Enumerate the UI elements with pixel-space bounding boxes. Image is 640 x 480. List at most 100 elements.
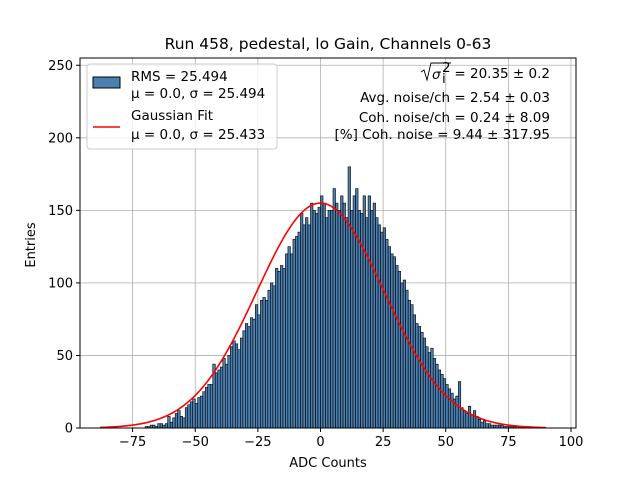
histogram-bar [197, 397, 201, 429]
histogram-bar [267, 289, 271, 429]
histogram-bar [292, 239, 296, 429]
histogram-bar [169, 421, 173, 429]
histogram-bar [317, 207, 321, 429]
histogram-bar [392, 256, 396, 429]
sqrt-sigma-value: = 20.35 ± 0.2 [454, 66, 550, 82]
legend-histogram-label: RMS = 25.494 [131, 69, 228, 85]
histogram-bar [310, 202, 314, 429]
histogram-bar [285, 253, 289, 429]
histogram-bar [375, 217, 379, 429]
histogram-bar [327, 210, 331, 429]
histogram-bar [332, 188, 336, 429]
y-tick-label: 250 [48, 59, 73, 74]
x-tick-label: 75 [500, 435, 517, 450]
histogram-bar [322, 202, 326, 429]
histogram-bar [367, 195, 371, 429]
histogram-bar [167, 416, 171, 429]
histogram-bar [427, 352, 432, 429]
histogram-bar [307, 224, 311, 429]
histogram-bar [382, 227, 386, 429]
histogram-bar [172, 417, 176, 429]
legend: RMS = 25.494 μ = 0.0, σ = 25.494 Gaussia… [86, 63, 278, 150]
coh-noise-percent-annotation: [%] Coh. noise = 9.44 ± 317.95 [335, 127, 550, 143]
histogram-bar [159, 423, 163, 429]
legend-fit-label: Gaussian Fit [131, 108, 213, 124]
histogram-bar [347, 166, 351, 429]
histogram-bar [272, 285, 276, 429]
histogram-bar [177, 410, 181, 429]
histogram-bar [472, 410, 477, 429]
histogram-bar [397, 270, 401, 429]
histogram-bar [412, 314, 416, 429]
histogram-bar [297, 231, 301, 429]
histogram-bar [457, 381, 462, 429]
histogram-bar [483, 420, 487, 429]
histogram-bar [214, 372, 219, 429]
histogram-bar [478, 418, 482, 429]
histogram-bar [460, 407, 464, 429]
histogram-bar [240, 337, 244, 429]
histogram-bar [242, 330, 246, 429]
histogram-bar [235, 343, 239, 429]
histogram-bar [280, 265, 284, 429]
histogram-bar [255, 304, 259, 429]
histogram-bar [385, 239, 389, 429]
histogram-bar [194, 403, 199, 429]
x-tick-label: −75 [119, 435, 146, 450]
histogram-bar [187, 404, 191, 429]
noise-annotations: σ 2 i = 20.35 ± 0.2 Avg. noise/ch = 2.54… [335, 60, 550, 143]
histogram-bar [300, 212, 304, 429]
histogram-bar [182, 417, 186, 429]
histogram-bar [265, 300, 269, 429]
histogram-bar [465, 413, 469, 429]
histogram-bar [192, 398, 196, 429]
histogram-bar [237, 349, 241, 429]
histogram-bar [290, 253, 294, 429]
histogram-bar [230, 346, 234, 429]
y-axis-label: Entries [24, 222, 39, 268]
histogram-bar [470, 414, 474, 429]
sigma-subscript: i [442, 71, 446, 87]
histogram-bar [432, 358, 437, 429]
histogram-bar [405, 289, 409, 429]
histogram-bar [415, 323, 419, 429]
y-tick-label: 200 [48, 131, 73, 146]
histogram-bar [437, 369, 442, 429]
histogram-bar [275, 268, 279, 429]
histogram-bar [315, 212, 319, 429]
histogram-bar [179, 416, 184, 429]
gaussian-fit-line [100, 202, 546, 429]
histogram-bar [337, 210, 341, 429]
chart-title: Run 458, pedestal, lo Gain, Channels 0-6… [165, 35, 492, 53]
sigma-symbol: σ [432, 67, 441, 83]
x-tick-label: 100 [559, 435, 584, 450]
histogram-bar [202, 391, 206, 429]
histogram-bar [207, 384, 211, 429]
x-tick-label: 0 [316, 435, 324, 450]
histogram-bar [219, 366, 224, 429]
histogram-bar [252, 318, 256, 429]
histogram-bar [395, 265, 399, 429]
histogram-bar [455, 395, 459, 429]
histogram-bar [245, 323, 249, 429]
x-tick-label: 50 [437, 435, 454, 450]
histogram-bar [400, 282, 404, 429]
y-tick-label: 150 [48, 204, 73, 219]
legend-histogram-params: μ = 0.0, σ = 25.494 [131, 86, 265, 102]
histogram-bar [377, 224, 381, 429]
histogram-bar [164, 423, 168, 429]
sqrt-symbol [420, 62, 451, 82]
x-tick-label: 25 [375, 435, 392, 450]
histogram-bar [302, 224, 306, 429]
histogram-bar [485, 423, 489, 429]
histogram-bar [282, 268, 286, 429]
histogram-bar [350, 210, 354, 429]
histogram-bar [257, 314, 261, 429]
histogram-bar [480, 421, 484, 429]
histogram-bar [430, 347, 434, 429]
histogram-bar [260, 300, 264, 429]
y-tick-label: 0 [65, 422, 73, 437]
histogram-bar [227, 355, 231, 429]
histogram-bar [467, 405, 472, 429]
legend-fit-params: μ = 0.0, σ = 25.433 [131, 127, 265, 143]
